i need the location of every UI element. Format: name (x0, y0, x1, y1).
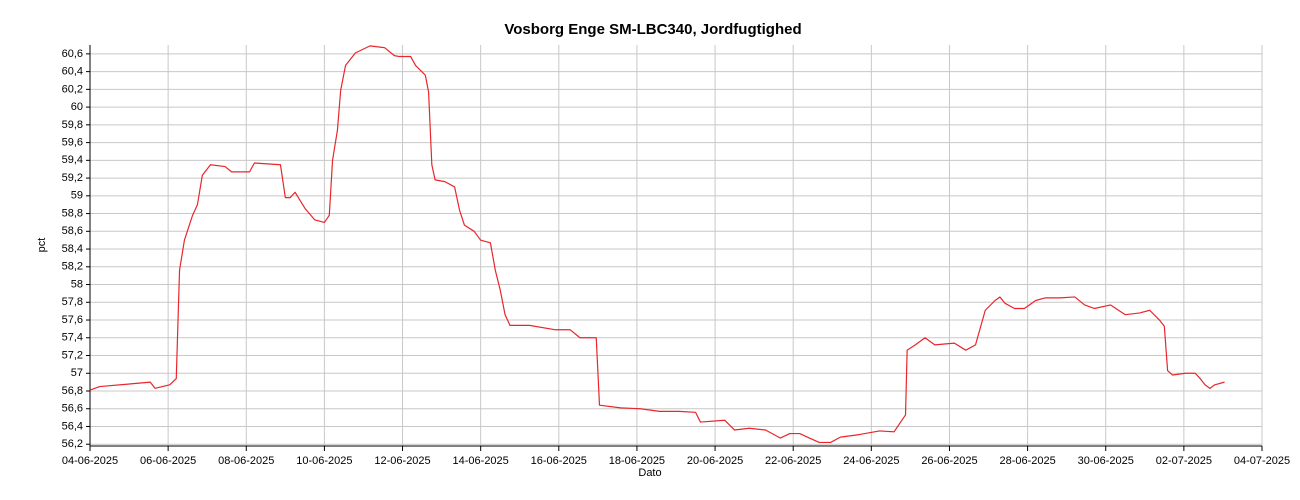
y-tick-label: 57 (71, 367, 83, 379)
y-tick-label: 56,2 (62, 438, 83, 450)
x-tick-label: 20-06-2025 (687, 455, 743, 467)
chart-title: Vosborg Enge SM-LBC340, Jordfugtighed (504, 21, 801, 38)
x-tick-label: 18-06-2025 (609, 455, 665, 467)
y-tick-label: 60,4 (62, 66, 83, 78)
y-tick-label: 59,8 (62, 119, 83, 131)
y-tick-label: 59,6 (62, 136, 83, 148)
x-tick-label: 12-06-2025 (374, 455, 430, 467)
x-tick-label: 30-06-2025 (1078, 455, 1134, 467)
x-tick-label: 08-06-2025 (218, 455, 274, 467)
x-axis-label: Dato (638, 467, 661, 479)
x-tick-label: 02-07-2025 (1156, 455, 1212, 467)
y-tick-label: 56,8 (62, 385, 83, 397)
x-tick-label: 04-07-2025 (1234, 455, 1290, 467)
y-tick-label: 58,2 (62, 261, 83, 273)
x-tick-label: 10-06-2025 (296, 455, 352, 467)
y-tick-label: 58,8 (62, 207, 83, 219)
y-tick-label: 56,6 (62, 403, 83, 415)
x-tick-label: 06-06-2025 (140, 455, 196, 467)
y-tick-label: 58,6 (62, 225, 83, 237)
y-tick-label: 57,4 (62, 332, 83, 344)
y-axis-label: pct (36, 238, 48, 253)
x-tick-label: 04-06-2025 (62, 455, 118, 467)
y-tick-label: 58 (71, 278, 83, 290)
y-tick-label: 60,2 (62, 83, 83, 95)
y-tick-label: 57,8 (62, 296, 83, 308)
x-tick-label: 24-06-2025 (843, 455, 899, 467)
y-tick-label: 56,4 (62, 420, 83, 432)
y-tick-label: 59,2 (62, 172, 83, 184)
y-tick-label: 60 (71, 101, 83, 113)
x-tick-label: 22-06-2025 (765, 455, 821, 467)
y-tick-label: 60,6 (62, 48, 83, 60)
data-line (89, 45, 1225, 444)
x-tick-label: 14-06-2025 (453, 455, 509, 467)
y-tick-label: 58,4 (62, 243, 83, 255)
y-tick-label: 59,4 (62, 154, 83, 166)
x-tick-label: 16-06-2025 (531, 455, 587, 467)
y-tick-label: 57,2 (62, 349, 83, 361)
x-tick-label: 28-06-2025 (999, 455, 1055, 467)
y-tick-label: 57,6 (62, 314, 83, 326)
y-tick-label: 59 (71, 190, 83, 202)
x-tick-label: 26-06-2025 (921, 455, 977, 467)
